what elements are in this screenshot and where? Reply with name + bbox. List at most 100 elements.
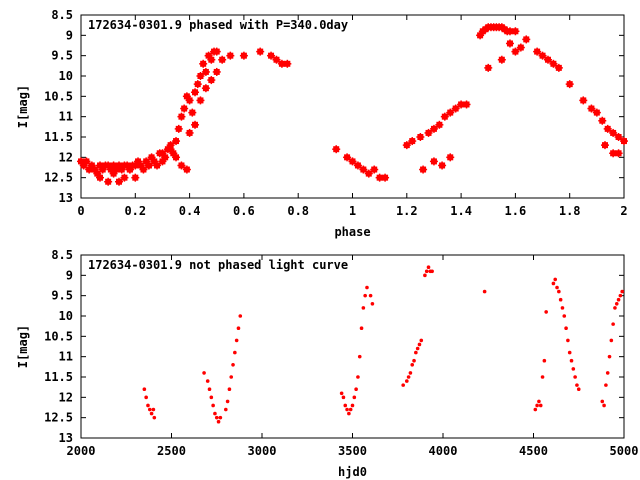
data-point — [144, 395, 148, 400]
x-tick-label: 4000 — [429, 444, 458, 458]
data-point — [207, 76, 216, 85]
y-axis-label: I[mag] — [16, 85, 30, 128]
data-point — [90, 165, 99, 174]
data-point — [569, 358, 574, 363]
data-point — [604, 383, 608, 387]
chart-title: 172634-0301.9 phased with P=340.0day — [88, 18, 348, 32]
data-point — [227, 387, 232, 392]
data-point — [620, 289, 624, 294]
data-point — [565, 80, 574, 89]
data-point — [564, 326, 568, 331]
data-point — [571, 367, 576, 371]
x-tick-label: 1.2 — [396, 204, 418, 218]
data-point — [429, 124, 438, 133]
data-point — [446, 153, 455, 162]
data-point — [462, 100, 471, 109]
data-point — [414, 350, 418, 355]
data-point — [592, 108, 601, 117]
data-point — [410, 363, 415, 367]
data-point — [142, 387, 147, 392]
plot-frame — [80, 254, 625, 439]
data-point — [613, 306, 617, 310]
data-point — [225, 399, 230, 404]
data-point — [188, 108, 197, 117]
data-point — [423, 273, 427, 278]
data-point — [537, 399, 541, 404]
chart-title: 172634-0301.9 not phased light curve — [88, 258, 348, 272]
data-point — [224, 407, 228, 412]
data-point — [609, 338, 614, 343]
data-point — [341, 395, 346, 400]
data-point — [482, 289, 487, 294]
y-tick-label: 9 — [66, 268, 73, 282]
data-point — [332, 145, 341, 154]
data-point — [174, 124, 183, 133]
data-point — [182, 165, 191, 174]
raw-light-curve-panel: 2000 2500 3000 3500 4000 4500 5000 8.5 9 9.5 10 10.… — [16, 248, 638, 479]
data-point — [356, 375, 360, 379]
data-point — [451, 104, 460, 113]
x-tick-label: 2500 — [157, 444, 186, 458]
data-point — [419, 338, 424, 343]
data-point — [151, 407, 156, 412]
x-axis-label: hjd0 — [338, 465, 367, 479]
data-point — [172, 137, 181, 146]
data-point — [412, 358, 416, 363]
data-point — [214, 415, 219, 420]
data-point — [185, 128, 194, 137]
x-tick-label: 0.2 — [124, 204, 146, 218]
data-point — [146, 403, 150, 408]
y-tick-label: 10.5 — [44, 89, 73, 103]
data-point — [359, 165, 368, 174]
data-point — [370, 165, 379, 174]
data-point — [401, 383, 405, 387]
data-point — [233, 350, 237, 355]
data-point — [120, 173, 129, 182]
data-point — [406, 375, 411, 379]
data-point — [511, 47, 520, 56]
data-point — [149, 411, 154, 416]
data-point — [435, 120, 444, 129]
data-point — [172, 153, 181, 162]
data-point — [611, 322, 615, 326]
data-point — [522, 35, 531, 44]
data-point — [417, 342, 422, 347]
data-point — [353, 161, 362, 170]
y-tick-label: 12.5 — [44, 411, 73, 425]
data-point — [82, 157, 91, 166]
data-point — [139, 165, 148, 174]
data-point — [185, 96, 194, 105]
data-point — [540, 375, 545, 379]
y-tick-label: 13 — [59, 431, 73, 445]
y-tick-label: 9 — [66, 28, 73, 42]
data-point — [96, 173, 105, 182]
data-point — [256, 47, 265, 56]
data-point — [600, 141, 609, 150]
data-point — [614, 302, 619, 306]
y-tick-label: 11 — [59, 110, 73, 124]
data-point — [533, 47, 542, 56]
data-point — [354, 387, 358, 392]
data-point — [543, 55, 552, 64]
data-point — [177, 161, 186, 170]
y-tick-label: 9.5 — [51, 49, 73, 63]
data-point — [426, 265, 431, 270]
data-point — [339, 391, 344, 396]
data-point — [352, 395, 357, 400]
x-tick-label: 1.4 — [450, 204, 472, 218]
y-tick-label: 10 — [59, 309, 73, 323]
data-point — [229, 375, 234, 379]
data-point — [516, 43, 525, 52]
data-point — [272, 55, 281, 64]
data-point — [553, 277, 558, 282]
data-point — [405, 379, 409, 383]
data-point — [430, 269, 434, 274]
data-point — [191, 120, 200, 129]
data-point — [408, 137, 417, 146]
data-point — [598, 116, 607, 125]
x-tick-label: 1 — [349, 204, 356, 218]
data-point — [416, 133, 425, 141]
data-point — [554, 63, 563, 72]
data-point — [562, 314, 567, 318]
data-point — [415, 346, 420, 351]
